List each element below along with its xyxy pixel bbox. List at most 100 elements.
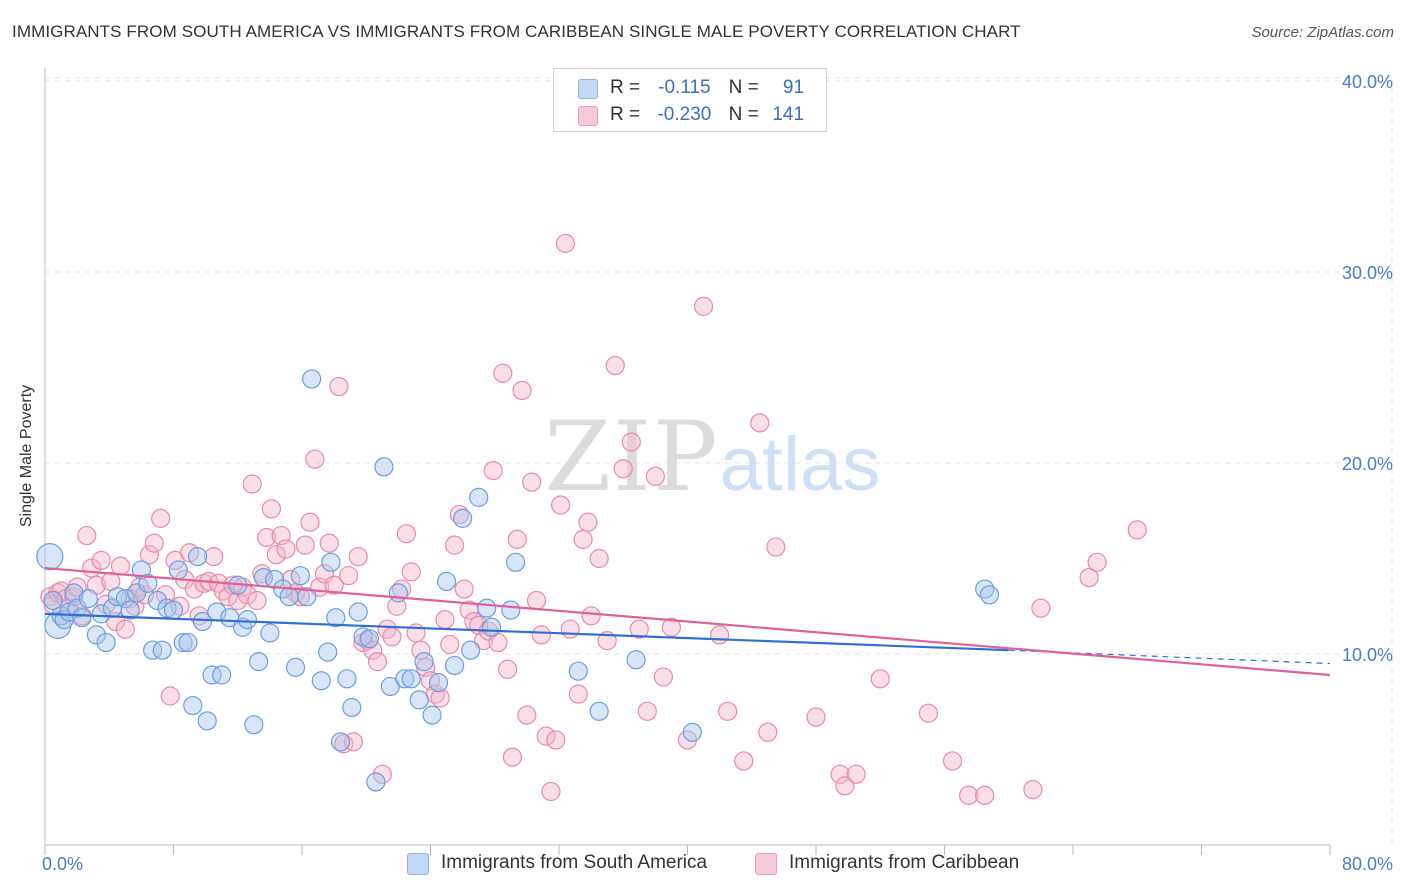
south-america-point [64,583,84,603]
south-america-point [78,589,98,609]
caribbean-point [766,537,786,557]
caribbean-point [1087,552,1107,572]
legend-n-value: 91 [782,77,805,98]
south-america-point [297,587,317,607]
south-america-point [152,640,172,660]
caribbean-point [266,545,286,565]
caribbean-point [160,686,180,706]
caribbean-point [526,590,547,611]
south-america-point [337,669,357,689]
source-label: Source: ZipAtlas.com [1251,24,1394,41]
south-america-point [36,542,64,571]
caribbean-point [750,413,770,433]
south-america-point [626,650,646,670]
caribbean-point [568,684,588,704]
bottom-legend-label: Immigrants from South America [441,852,708,873]
caribbean-point [710,625,730,645]
south-america-point [401,669,421,689]
caribbean-point [444,535,465,555]
caribbean-point [578,512,598,532]
correlation-legend: R = -0.115 N = 91 R = -0.230 N = 141 [553,68,827,132]
x-tick-label-min: 0.0% [42,854,83,874]
caribbean-point [363,640,383,660]
caribbean-point [144,533,164,553]
bottom-legend-label: Immigrants from Caribbean [789,852,1020,873]
south-america-point [178,632,198,653]
bottom-legend-swatch-blue [407,853,429,875]
watermark-zip: ZIP [544,401,719,513]
caribbean-point [115,619,135,639]
south-america-point [143,640,163,660]
caribbean-point [396,524,417,544]
caribbean-point [870,669,890,689]
south-america-point [86,625,107,645]
legend-r-label: R = [610,104,641,125]
legend-r-value: -0.230 [657,104,712,125]
watermark: ZIP atlas [544,401,880,513]
south-america-point [436,571,457,592]
south-america-point [979,585,1000,605]
legend-n-label: N = [728,104,759,125]
caribbean-point [151,508,171,528]
south-america-trendline [44,612,1009,652]
caribbean-point [573,529,593,550]
caribbean-point [507,529,527,550]
south-america-point [91,604,111,624]
caribbean-point [493,363,513,383]
south-america-point [168,560,188,580]
caribbean-point [531,625,551,645]
caribbean-point [621,432,641,452]
caribbean-point [454,579,474,599]
south-america-point [348,602,368,622]
caribbean-point [276,539,296,559]
caribbean-point [1031,598,1051,618]
caribbean-point [305,449,325,469]
south-america-point [183,695,203,716]
caribbean-point [242,474,262,494]
trendlines [44,566,1331,677]
y-tick-label: 20.0% [1342,454,1393,474]
south-america-point [330,732,351,752]
south-america-point [342,697,362,718]
caribbean-point [605,355,625,376]
caribbean-point [348,546,368,567]
south-america-point [388,583,408,603]
south-america-point [481,617,502,637]
caribbean-trendline [44,566,1331,677]
south-america-point [197,711,217,731]
south-america-point [279,587,299,607]
south-america-point [589,701,609,721]
caribbean-point [551,495,571,515]
tick-labels: 10.0% 20.0% 30.0% 40.0% 0.0% 80.0% [42,72,1393,874]
caribbean-point [918,703,939,723]
caribbean-point [435,610,455,630]
south-america-point [453,508,473,528]
south-america-point [366,772,386,792]
caribbean-point [613,459,633,479]
caribbean-point [498,659,518,679]
caribbean-point [261,499,282,519]
south-america-point [202,665,222,685]
y-tick-label: 10.0% [1342,645,1393,665]
south-america-point [173,632,193,653]
south-america-point [321,552,341,572]
south-america-point [506,552,526,572]
y-tick-label: 40.0% [1342,72,1393,92]
south-america-point [422,705,442,725]
south-america-point [682,722,702,742]
caribbean-point [536,726,556,746]
caribbean-point [958,785,979,805]
caribbean-point [67,577,87,597]
south-america-point [444,655,465,676]
south-america-point [290,566,310,586]
caribbean-point [401,562,421,582]
south-america-point [374,457,394,477]
south-america-point [43,590,63,611]
caribbean-point [319,533,339,553]
grid-lines [45,77,1393,845]
caribbean-point [110,556,131,576]
south-america-point [469,487,489,507]
south-america-point [249,652,269,672]
legend-r-value: -0.115 [658,77,711,98]
south-america-point [147,590,168,611]
